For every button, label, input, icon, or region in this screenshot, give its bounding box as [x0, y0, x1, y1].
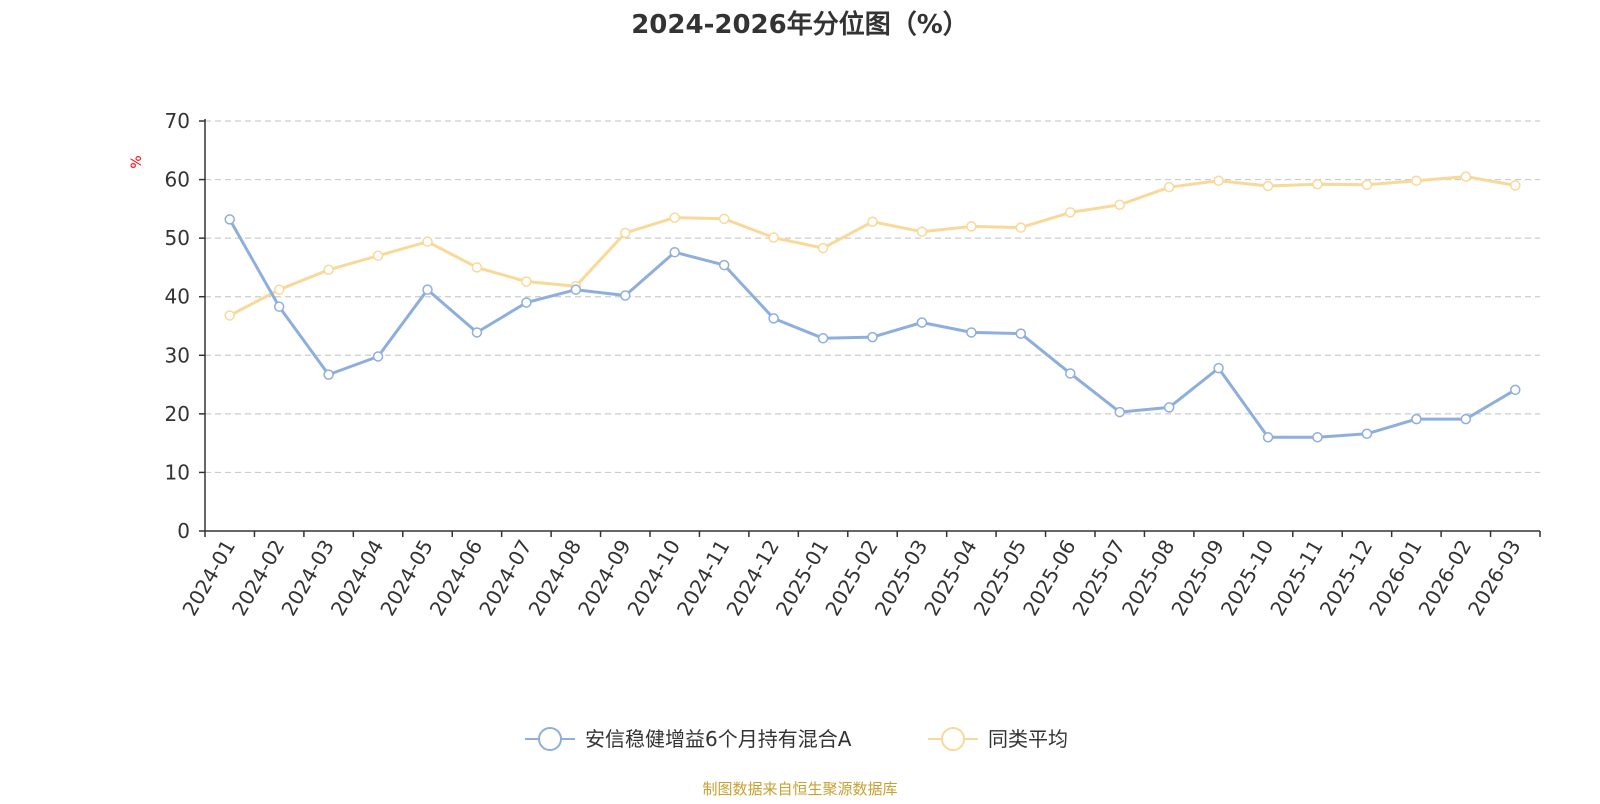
data-point: [1510, 180, 1521, 191]
data-point: [817, 333, 829, 344]
data-point: [620, 290, 631, 301]
series-layer: [224, 171, 1521, 443]
legend-item-0: 安信稳健增益6个月持有混合A: [525, 727, 852, 751]
data-point: [817, 242, 829, 254]
data-point: [570, 284, 582, 295]
data-point: [422, 236, 433, 247]
y-tick-label: 70: [165, 109, 190, 133]
y-tick-label: 60: [165, 168, 190, 192]
data-point: [1213, 362, 1224, 374]
data-point: [1460, 413, 1472, 425]
data-point: [718, 213, 730, 225]
y-tick-label: 0: [177, 519, 190, 543]
data-point: [1411, 413, 1422, 425]
data-point: [323, 369, 334, 380]
y-tick-label: 10: [165, 460, 190, 484]
data-point: [669, 246, 680, 258]
data-point: [1114, 406, 1125, 418]
data-point: [1065, 368, 1076, 379]
grid-lines: [205, 120, 1540, 474]
data-point: [916, 226, 928, 237]
data-point: [471, 262, 483, 273]
y-tick-label: 50: [165, 226, 190, 250]
legend-item-1: 同类平均: [928, 727, 1068, 751]
data-point: [1262, 180, 1274, 192]
data-point: [372, 250, 384, 261]
data-point: [521, 276, 532, 287]
data-point: [1262, 432, 1274, 443]
data-point: [1460, 171, 1472, 182]
data-point: [224, 310, 235, 321]
data-point: [1411, 175, 1422, 186]
legend-circle-marker: [538, 727, 562, 751]
data-point: [1065, 207, 1076, 218]
data-point: [669, 212, 680, 223]
data-point: [521, 297, 532, 308]
data-point: [1361, 428, 1373, 440]
chart-title: 2024-2026年分位图（%）: [631, 9, 969, 40]
y-axis-unit-label: %: [129, 155, 145, 168]
legend: 安信稳健增益6个月持有混合A 同类平均: [525, 727, 1068, 751]
data-point: [620, 227, 631, 239]
data-point: [372, 351, 384, 362]
data-point: [768, 313, 779, 324]
series-line: [228, 217, 1517, 439]
data-point: [273, 301, 285, 312]
data-point: [471, 327, 483, 338]
data-point: [1015, 328, 1027, 339]
data-point: [768, 232, 779, 243]
y-tick-label: 30: [165, 343, 190, 367]
data-point: [422, 284, 433, 295]
series-group-1: [224, 171, 1521, 321]
legend-circle-marker: [941, 727, 965, 751]
data-point: [916, 317, 928, 328]
data-point: [867, 331, 878, 343]
series-group-0: [224, 214, 1521, 443]
y-tick-label: 40: [165, 285, 190, 309]
y-tick-label: 20: [165, 402, 190, 426]
legend-label: 安信稳健增益6个月持有混合A: [585, 727, 852, 751]
data-point: [1163, 402, 1175, 413]
legend-label: 同类平均: [988, 727, 1068, 751]
data-point: [1163, 181, 1175, 193]
data-point: [966, 327, 977, 338]
data-point: [718, 259, 730, 271]
data-point: [867, 216, 878, 227]
data-point: [1114, 199, 1125, 211]
data-point: [1213, 175, 1224, 186]
data-point: [1510, 384, 1521, 396]
data-point: [1361, 179, 1373, 191]
data-point: [323, 264, 334, 276]
data-source-note: 制图数据来自恒生聚源数据库: [702, 780, 897, 798]
data-point: [1312, 179, 1323, 190]
data-point: [1015, 222, 1027, 233]
data-point: [966, 221, 977, 232]
data-point: [273, 284, 285, 295]
data-point: [1312, 432, 1323, 443]
data-point: [224, 214, 235, 225]
